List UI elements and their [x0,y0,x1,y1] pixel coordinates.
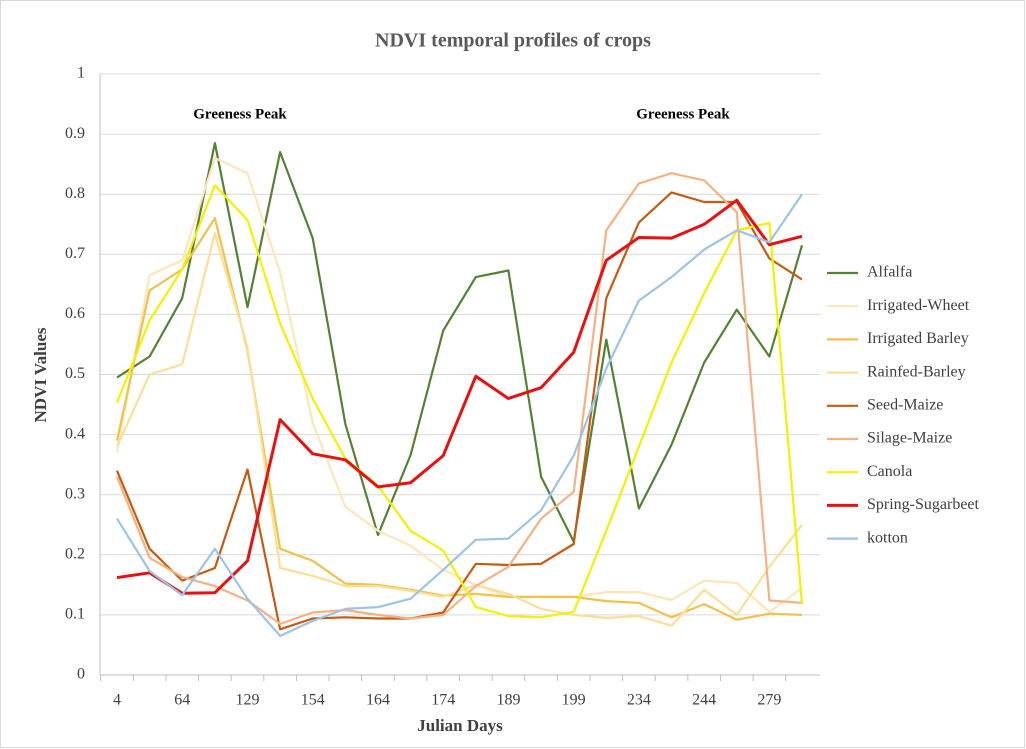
y-tick-label: 0.6 [65,305,85,322]
series-line [115,172,803,625]
legend-label: Irrigated-Wheet [867,297,970,314]
y-tick-label: 0.7 [65,245,85,262]
x-axis-title: Julian Days [417,716,503,735]
legend-label: Spring-Sugarbeet [867,496,980,513]
y-tick-label: 0.4 [65,425,85,442]
x-tick-label: 129 [235,692,259,709]
y-tick-label: 0 [77,666,85,683]
x-tick-label: 244 [692,692,716,709]
x-tick-label: 4 [113,692,121,709]
x-tick-label: 154 [301,692,325,709]
x-tick-label: 189 [496,692,520,709]
series-line [115,191,803,631]
legend-label: Silage-Maize [867,430,952,447]
x-tick-label: 174 [431,692,455,709]
x-tick-label: 64 [174,692,190,709]
annotation: Greeness Peak [636,106,730,122]
series-line [116,198,803,595]
y-tick-label: 0.1 [65,606,85,623]
legend-label: Seed-Maize [867,396,943,413]
chart-title: NDVI temporal profiles of crops [375,30,651,52]
x-tick-label: 234 [627,692,651,709]
legend-label: kotton [867,529,908,546]
x-tick-label: 164 [366,692,390,709]
series-line [116,193,803,637]
annotation: Greeness Peak [193,106,287,122]
y-axis-title: NDVI Values [31,327,50,422]
series-line [115,232,803,627]
legend-label: Canola [867,463,912,480]
legend-label: Rainfed-Barley [867,363,966,380]
y-tick-label: 0.3 [65,485,85,502]
series-line [116,142,804,543]
y-tick-label: 0.5 [65,365,85,382]
y-tick-label: 0.8 [65,185,85,202]
y-tick-label: 0.9 [65,125,85,142]
y-tick-label: 1 [77,65,85,82]
series-line [115,184,804,619]
x-tick-label: 199 [562,692,586,709]
y-tick-label: 0.2 [65,545,85,562]
legend-label: Alfalfa [867,264,912,281]
series-line [115,217,803,621]
x-tick-label: 279 [757,692,781,709]
legend-label: Irrigated Barley [867,330,969,347]
